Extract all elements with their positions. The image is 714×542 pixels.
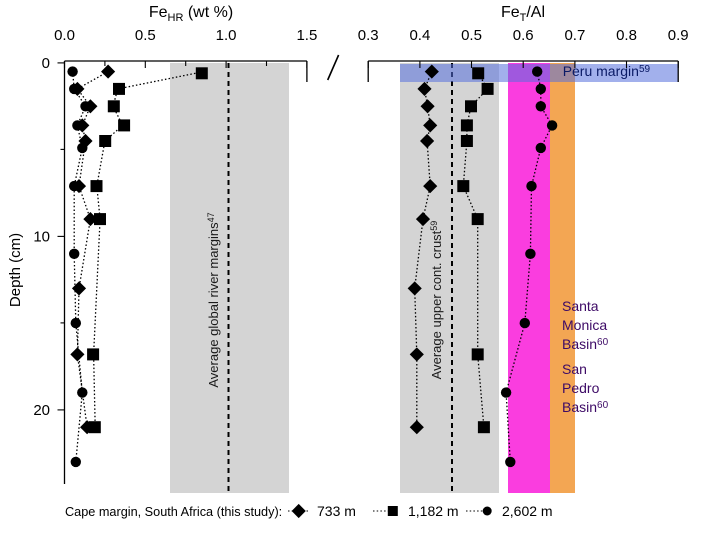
svg-text:10: 10	[33, 229, 50, 246]
svg-text:733 m: 733 m	[317, 503, 356, 519]
svg-text:1,182 m: 1,182 m	[408, 503, 459, 519]
svg-text:Pedro: Pedro	[562, 380, 600, 396]
svg-text:Cape margin, South Africa (thi: Cape margin, South Africa (this study):	[65, 505, 282, 519]
svg-text:Monica: Monica	[562, 317, 607, 333]
svg-text:1.0: 1.0	[216, 27, 237, 44]
svg-text:20: 20	[33, 402, 50, 419]
svg-text:Peru margin59: Peru margin59	[563, 63, 651, 79]
svg-text:0.5: 0.5	[135, 27, 156, 44]
svg-text:0.9: 0.9	[668, 27, 689, 44]
svg-text:Depth (cm): Depth (cm)	[7, 233, 24, 307]
svg-text:0.8: 0.8	[616, 27, 637, 44]
svg-text:0.0: 0.0	[54, 27, 75, 44]
svg-text:0: 0	[42, 55, 50, 72]
svg-text:0.6: 0.6	[513, 27, 534, 44]
svg-text:San: San	[562, 361, 587, 377]
svg-text:2,602 m: 2,602 m	[502, 503, 553, 519]
svg-text:1.5: 1.5	[296, 27, 317, 44]
svg-text:0.5: 0.5	[461, 27, 482, 44]
svg-text:Average global river margins47: Average global river margins47	[206, 212, 221, 387]
svg-text:Santa: Santa	[562, 298, 599, 314]
svg-text:Average upper cont. crust59: Average upper cont. crust59	[429, 221, 444, 380]
svg-text:0.3: 0.3	[358, 27, 379, 44]
svg-text:0.4: 0.4	[409, 27, 430, 44]
svg-text:0.7: 0.7	[564, 27, 585, 44]
